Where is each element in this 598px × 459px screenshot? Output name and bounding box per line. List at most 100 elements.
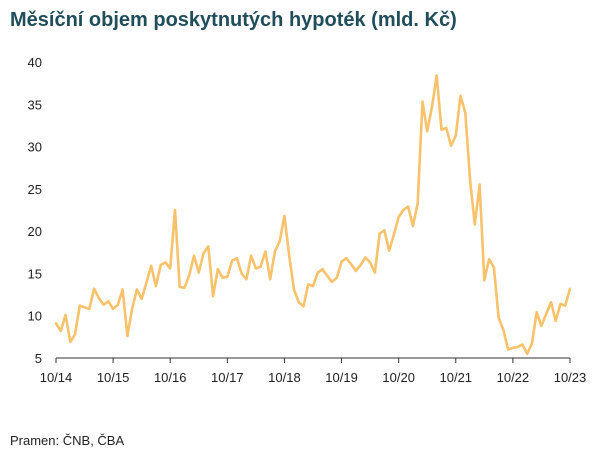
data-point [449, 144, 453, 147]
x-tick-label: 10/21 [440, 370, 473, 385]
data-point [516, 345, 519, 349]
data-point [345, 257, 348, 260]
data-point [278, 240, 281, 243]
data-point [254, 267, 258, 270]
data-point [378, 232, 381, 235]
data-point [526, 352, 529, 355]
x-tick-label: 10/19 [325, 370, 358, 385]
data-point [83, 306, 86, 309]
data-point [230, 259, 234, 262]
data-point [178, 285, 181, 289]
x-tick-label: 10/15 [97, 370, 130, 385]
data-point [121, 288, 124, 291]
data-point [387, 249, 391, 252]
data-point [211, 295, 215, 298]
series-layer [54, 74, 572, 356]
y-tick-label: 35 [28, 97, 42, 112]
data-point [292, 288, 296, 291]
data-point [392, 233, 396, 236]
data-point [421, 100, 424, 103]
data-point [259, 265, 262, 268]
data-point [464, 111, 467, 114]
y-tick-label: 20 [28, 224, 42, 239]
data-point [183, 286, 186, 289]
y-tick-label: 10 [28, 309, 42, 324]
data-point [559, 302, 562, 306]
data-point [145, 281, 148, 284]
data-point [354, 269, 357, 273]
data-point [192, 254, 196, 257]
x-tick-label: 10/20 [382, 370, 415, 385]
data-point [269, 278, 272, 281]
data-point [373, 271, 377, 274]
data-point [383, 229, 386, 232]
data-point [364, 256, 367, 259]
data-point [530, 342, 534, 345]
chart-title: Měsíční objem poskytnutých hypoték (mld.… [10, 9, 457, 31]
data-point [411, 224, 415, 228]
data-point [116, 303, 120, 306]
data-point [473, 223, 476, 226]
data-point [440, 128, 443, 131]
data-point [130, 307, 134, 311]
data-point [283, 214, 286, 218]
data-point [107, 300, 110, 303]
data-point [135, 288, 139, 291]
data-point [197, 271, 200, 274]
data-point [568, 287, 572, 290]
data-point [330, 280, 334, 284]
y-tick-label: 25 [28, 182, 42, 197]
x-tick-label: 10/14 [40, 370, 73, 385]
data-point [426, 130, 429, 133]
y-tick-label: 15 [28, 266, 42, 281]
data-point [297, 301, 300, 304]
x-axis: 10/14 10/15 10/16 10/17 10/18 10/19 10/20 10/21… [40, 357, 587, 385]
data-point [288, 254, 291, 257]
data-point [564, 304, 567, 307]
data-point [497, 316, 500, 319]
data-point [64, 313, 67, 317]
data-point [326, 274, 329, 278]
data-point [102, 303, 105, 306]
data-point [487, 257, 491, 261]
data-point [54, 322, 58, 325]
data-point [245, 278, 248, 281]
data-point [554, 319, 557, 322]
data-point [150, 264, 153, 267]
y-axis: 5 10 15 20 25 30 35 40 [28, 55, 42, 366]
data-point [335, 276, 338, 279]
x-tick-label: 10/17 [211, 370, 244, 385]
data-point [368, 261, 372, 264]
data-point [416, 202, 419, 205]
data-point [478, 183, 481, 186]
data-point [59, 329, 62, 333]
data-point [97, 296, 101, 300]
data-point [164, 261, 167, 264]
data-point [316, 271, 319, 274]
data-point [111, 307, 115, 311]
data-point [226, 275, 229, 278]
data-point [492, 266, 496, 269]
data-point [321, 268, 324, 271]
data-point [349, 262, 353, 266]
x-tick-label: 10/23 [554, 370, 587, 385]
data-point [126, 334, 129, 338]
data-point [173, 208, 177, 212]
data-point [302, 305, 305, 308]
data-point [445, 126, 448, 130]
data-point [511, 346, 515, 350]
data-point [502, 328, 505, 332]
data-point [154, 284, 158, 288]
data-point [221, 276, 224, 279]
data-point [202, 251, 205, 255]
data-point [216, 268, 219, 271]
data-point [169, 267, 172, 270]
source-note: Pramen: ČNB, ČBA [10, 433, 125, 448]
data-point [88, 307, 91, 311]
data-point [207, 245, 210, 248]
data-point [506, 348, 510, 351]
data-point [483, 279, 486, 282]
data-point [359, 263, 362, 267]
data-point [249, 254, 253, 257]
data-point [78, 304, 82, 307]
